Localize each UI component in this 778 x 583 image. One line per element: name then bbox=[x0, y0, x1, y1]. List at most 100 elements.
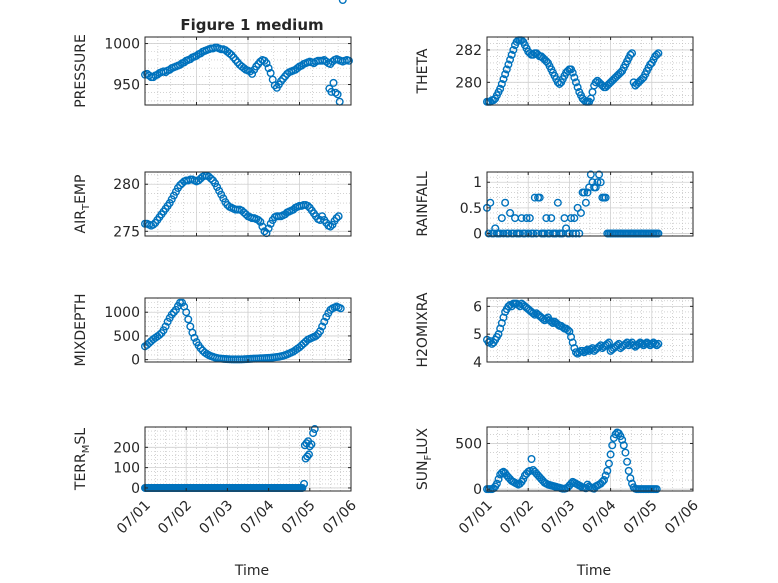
data-point bbox=[548, 319, 557, 328]
y-tick-label: 275 bbox=[113, 224, 140, 240]
data-point bbox=[494, 475, 503, 484]
data-point bbox=[310, 425, 319, 434]
data-point bbox=[333, 90, 342, 99]
data-point bbox=[595, 170, 604, 179]
data-point bbox=[309, 429, 318, 438]
data-point bbox=[547, 317, 556, 326]
data-point bbox=[502, 65, 511, 74]
data-point bbox=[525, 466, 534, 475]
data-point bbox=[283, 69, 292, 78]
y-tick-label: 0 bbox=[473, 226, 482, 242]
data-point bbox=[570, 214, 579, 223]
data-point bbox=[652, 341, 661, 350]
xlabel-right: Time bbox=[576, 563, 611, 579]
data-point bbox=[264, 64, 273, 73]
data-point bbox=[581, 198, 590, 207]
data-point bbox=[320, 317, 329, 326]
data-point bbox=[318, 322, 327, 331]
y-axis-label: AIRTEMP bbox=[73, 175, 92, 234]
data-point bbox=[248, 69, 257, 78]
data-point bbox=[311, 331, 320, 340]
data-point bbox=[196, 344, 205, 353]
data-point bbox=[190, 333, 199, 342]
data-point bbox=[303, 201, 312, 210]
y-tick-label: 280 bbox=[113, 177, 140, 193]
y-axis-label: TERRMSL bbox=[73, 428, 92, 491]
data-point bbox=[596, 178, 605, 187]
data-point bbox=[529, 229, 538, 238]
data-point bbox=[165, 65, 174, 74]
xlabel-left: Time bbox=[234, 563, 269, 579]
data-point bbox=[583, 188, 592, 197]
data-point bbox=[567, 214, 576, 223]
data-point bbox=[506, 55, 515, 64]
series-markers bbox=[483, 170, 663, 238]
data-point bbox=[499, 229, 508, 238]
data-point bbox=[331, 88, 340, 97]
data-point bbox=[604, 459, 613, 468]
data-point bbox=[192, 51, 201, 60]
data-point bbox=[563, 326, 572, 335]
subplot-2: 280 282 THETA bbox=[415, 36, 694, 106]
data-point bbox=[264, 224, 273, 233]
data-point bbox=[161, 322, 170, 331]
data-point bbox=[492, 479, 501, 488]
data-point bbox=[334, 212, 343, 221]
data-point bbox=[654, 339, 663, 348]
data-point bbox=[501, 70, 510, 79]
data-point bbox=[603, 466, 612, 475]
data-point bbox=[654, 229, 663, 238]
data-point bbox=[509, 45, 518, 54]
data-point bbox=[600, 476, 609, 485]
y-axis-label: PRESSURE bbox=[73, 34, 89, 108]
series-markers bbox=[140, 171, 343, 238]
data-point bbox=[527, 455, 536, 464]
data-point bbox=[604, 338, 613, 347]
data-point bbox=[571, 78, 580, 87]
axes-frame bbox=[486, 36, 694, 106]
axes-frame bbox=[486, 297, 694, 363]
data-point bbox=[618, 435, 627, 444]
y-tick-label: 500 bbox=[113, 329, 140, 345]
series-markers bbox=[483, 299, 663, 358]
data-point bbox=[576, 208, 585, 217]
data-point bbox=[524, 229, 533, 238]
y-tick-label: 1 bbox=[473, 175, 482, 191]
data-point bbox=[149, 220, 158, 229]
plot-area bbox=[487, 172, 693, 236]
data-point bbox=[553, 198, 562, 207]
data-point bbox=[169, 308, 178, 317]
data-point bbox=[206, 174, 215, 183]
data-point bbox=[586, 170, 595, 179]
data-point bbox=[530, 310, 539, 319]
data-point bbox=[504, 229, 513, 238]
data-point bbox=[256, 217, 265, 226]
data-point bbox=[176, 60, 185, 69]
data-point bbox=[305, 442, 314, 451]
data-point bbox=[619, 441, 628, 450]
data-point bbox=[601, 193, 610, 202]
y-tick-label: 0 bbox=[473, 482, 482, 498]
data-point bbox=[155, 330, 164, 339]
data-point bbox=[517, 214, 526, 223]
data-point bbox=[153, 70, 162, 79]
y-tick-label: 1000 bbox=[104, 37, 140, 53]
data-point bbox=[547, 214, 556, 223]
data-point bbox=[332, 214, 341, 223]
y-tick-label: 0 bbox=[131, 481, 140, 497]
data-point bbox=[570, 73, 579, 82]
data-point bbox=[304, 450, 313, 459]
y-axis-label: SUNFLUX bbox=[415, 427, 434, 490]
data-point bbox=[262, 59, 271, 68]
data-point bbox=[303, 452, 312, 461]
data-point bbox=[184, 315, 193, 324]
data-point bbox=[316, 327, 325, 336]
data-point bbox=[297, 61, 306, 70]
data-point bbox=[329, 78, 338, 87]
plot-area bbox=[145, 427, 351, 491]
subplot-3: 275 280 AIRTEMP bbox=[73, 171, 352, 240]
data-point bbox=[626, 474, 635, 483]
data-point bbox=[581, 346, 590, 355]
data-point bbox=[504, 60, 513, 69]
